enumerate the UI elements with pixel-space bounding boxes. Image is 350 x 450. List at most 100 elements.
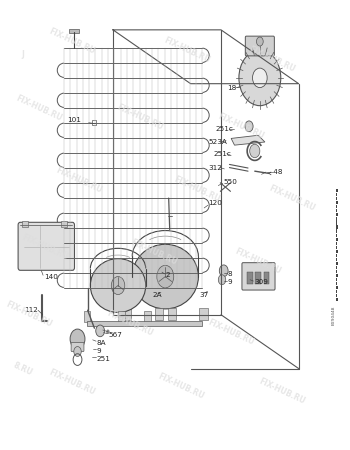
Text: 251c: 251c — [216, 126, 234, 132]
Bar — [336, 250, 338, 253]
Text: 309: 309 — [254, 279, 268, 285]
Bar — [336, 197, 337, 200]
Bar — [336, 217, 337, 220]
Bar — [336, 262, 338, 265]
Text: FIX-HUB.RU: FIX-HUB.RU — [105, 309, 154, 338]
Circle shape — [219, 265, 228, 277]
Circle shape — [218, 275, 226, 285]
Text: 140: 140 — [44, 274, 58, 279]
Bar — [336, 213, 338, 216]
Text: 18: 18 — [227, 85, 236, 91]
Text: FIX-HUB.RU: FIX-HUB.RU — [247, 45, 296, 74]
Bar — [154, 307, 163, 320]
Bar — [22, 221, 28, 227]
Bar — [336, 290, 337, 293]
Text: FIX-HUB.RU: FIX-HUB.RU — [116, 103, 164, 132]
Text: 9: 9 — [228, 279, 232, 285]
Text: FIX-HUB.RU: FIX-HUB.RU — [233, 246, 283, 275]
Bar — [69, 29, 79, 33]
Bar — [336, 266, 337, 269]
Circle shape — [250, 144, 260, 158]
FancyBboxPatch shape — [71, 342, 84, 351]
Bar — [336, 230, 337, 233]
Bar — [336, 278, 337, 281]
Bar — [336, 274, 338, 277]
Circle shape — [245, 121, 253, 132]
Text: 567: 567 — [109, 332, 123, 338]
Text: FIX-HUB.RU: FIX-HUB.RU — [4, 300, 53, 329]
Bar — [336, 270, 337, 273]
Bar — [336, 201, 338, 204]
Text: 251: 251 — [97, 356, 111, 362]
Text: FIX-HUB.RU: FIX-HUB.RU — [173, 175, 222, 204]
Circle shape — [111, 277, 125, 295]
Bar — [84, 311, 90, 322]
Text: 120: 120 — [209, 200, 222, 207]
Bar — [144, 311, 151, 322]
Text: FIX-HUB.RU: FIX-HUB.RU — [206, 318, 256, 347]
Text: FIX-HUB.RU: FIX-HUB.RU — [55, 166, 104, 195]
Text: FIX-HUB.RU: FIX-HUB.RU — [257, 376, 306, 405]
Text: FIX-HUB.RU: FIX-HUB.RU — [217, 112, 266, 141]
Bar — [247, 272, 253, 284]
Bar — [336, 238, 338, 241]
Bar — [336, 209, 337, 212]
Bar — [61, 221, 67, 227]
Text: FIX-HUB.RU: FIX-HUB.RU — [267, 184, 316, 213]
Text: FIX-HUB.RU: FIX-HUB.RU — [156, 372, 205, 401]
Text: —48: —48 — [267, 169, 283, 175]
Bar — [336, 254, 337, 257]
Text: FIX-HUB.RU: FIX-HUB.RU — [14, 94, 63, 123]
Circle shape — [257, 37, 263, 46]
Bar — [336, 225, 338, 229]
Text: 37: 37 — [199, 292, 208, 297]
Circle shape — [252, 68, 267, 88]
Bar — [123, 307, 131, 320]
Bar — [336, 189, 338, 192]
Bar — [199, 307, 208, 320]
FancyBboxPatch shape — [245, 36, 274, 56]
Text: 8: 8 — [228, 271, 232, 277]
Circle shape — [96, 325, 105, 337]
Bar — [336, 205, 337, 208]
Text: FIX-HUB.RU: FIX-HUB.RU — [163, 36, 212, 65]
Text: B290448: B290448 — [332, 306, 336, 325]
Bar — [336, 234, 337, 237]
FancyBboxPatch shape — [242, 263, 275, 290]
Text: 251c: 251c — [213, 151, 231, 157]
Ellipse shape — [90, 259, 146, 312]
Text: FIX-HUB.RU: FIX-HUB.RU — [21, 233, 70, 262]
Bar — [336, 221, 337, 225]
Bar — [336, 193, 337, 196]
Text: FIX-HUB.RU: FIX-HUB.RU — [48, 27, 97, 56]
Polygon shape — [231, 135, 265, 145]
Bar — [256, 272, 261, 284]
Bar — [168, 307, 176, 320]
Ellipse shape — [132, 244, 198, 309]
Text: FIX-HUB.RU: FIX-HUB.RU — [129, 237, 178, 266]
Circle shape — [70, 329, 85, 349]
Bar — [264, 272, 269, 284]
Text: FIX-HUB.RU: FIX-HUB.RU — [48, 367, 97, 396]
Text: 8A: 8A — [97, 340, 106, 346]
Text: 8.RU: 8.RU — [11, 360, 34, 377]
Circle shape — [74, 346, 81, 356]
Bar — [87, 320, 202, 326]
Bar — [336, 298, 338, 301]
Circle shape — [239, 50, 281, 106]
Text: J: J — [21, 50, 24, 59]
Text: 112: 112 — [25, 307, 38, 313]
Bar — [336, 282, 337, 285]
Bar — [336, 258, 337, 261]
Text: 312: 312 — [209, 165, 222, 171]
Text: 9: 9 — [97, 347, 102, 354]
Bar — [336, 286, 338, 289]
Text: 2A: 2A — [153, 292, 162, 297]
Bar — [336, 242, 337, 245]
Text: 550: 550 — [224, 179, 238, 185]
Circle shape — [106, 329, 110, 334]
Circle shape — [157, 266, 174, 288]
FancyBboxPatch shape — [18, 222, 75, 270]
Bar — [336, 294, 337, 297]
Text: 101: 101 — [68, 117, 81, 122]
